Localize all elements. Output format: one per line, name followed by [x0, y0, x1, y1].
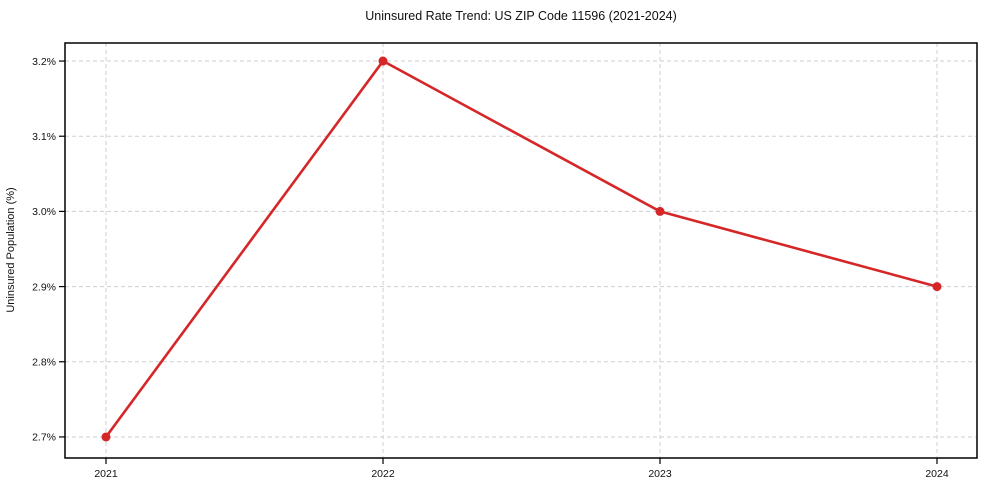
x-tick-label: 2021: [94, 468, 118, 480]
chart-title: Uninsured Rate Trend: US ZIP Code 11596 …: [365, 9, 677, 23]
data-point-marker: [932, 282, 942, 292]
data-point-marker: [655, 206, 665, 216]
y-tick-label: 2.8%: [32, 357, 56, 369]
trend-line: [104, 59, 939, 439]
plot-dynamic-layer: 2.7% 2.8% 2.9% 3.0% 3.1% 3.2% 2021 2022 2023 2024: [32, 42, 978, 480]
x-tick-label: 2023: [648, 468, 672, 480]
data-point-marker: [378, 56, 388, 66]
y-tick-label: 3.2%: [32, 56, 56, 68]
y-tick-label: 3.1%: [32, 131, 56, 143]
data-point-marker: [101, 432, 111, 442]
y-axis-label: Uninsured Population (%): [5, 187, 17, 312]
plot-frame: [64, 42, 978, 459]
y-tick-label: 2.9%: [32, 281, 56, 293]
y-tick-label: 3.0%: [32, 206, 56, 218]
x-tick-label: 2024: [925, 468, 949, 480]
y-tick-label: 2.7%: [32, 432, 56, 444]
x-tick-label: 2022: [371, 468, 395, 480]
